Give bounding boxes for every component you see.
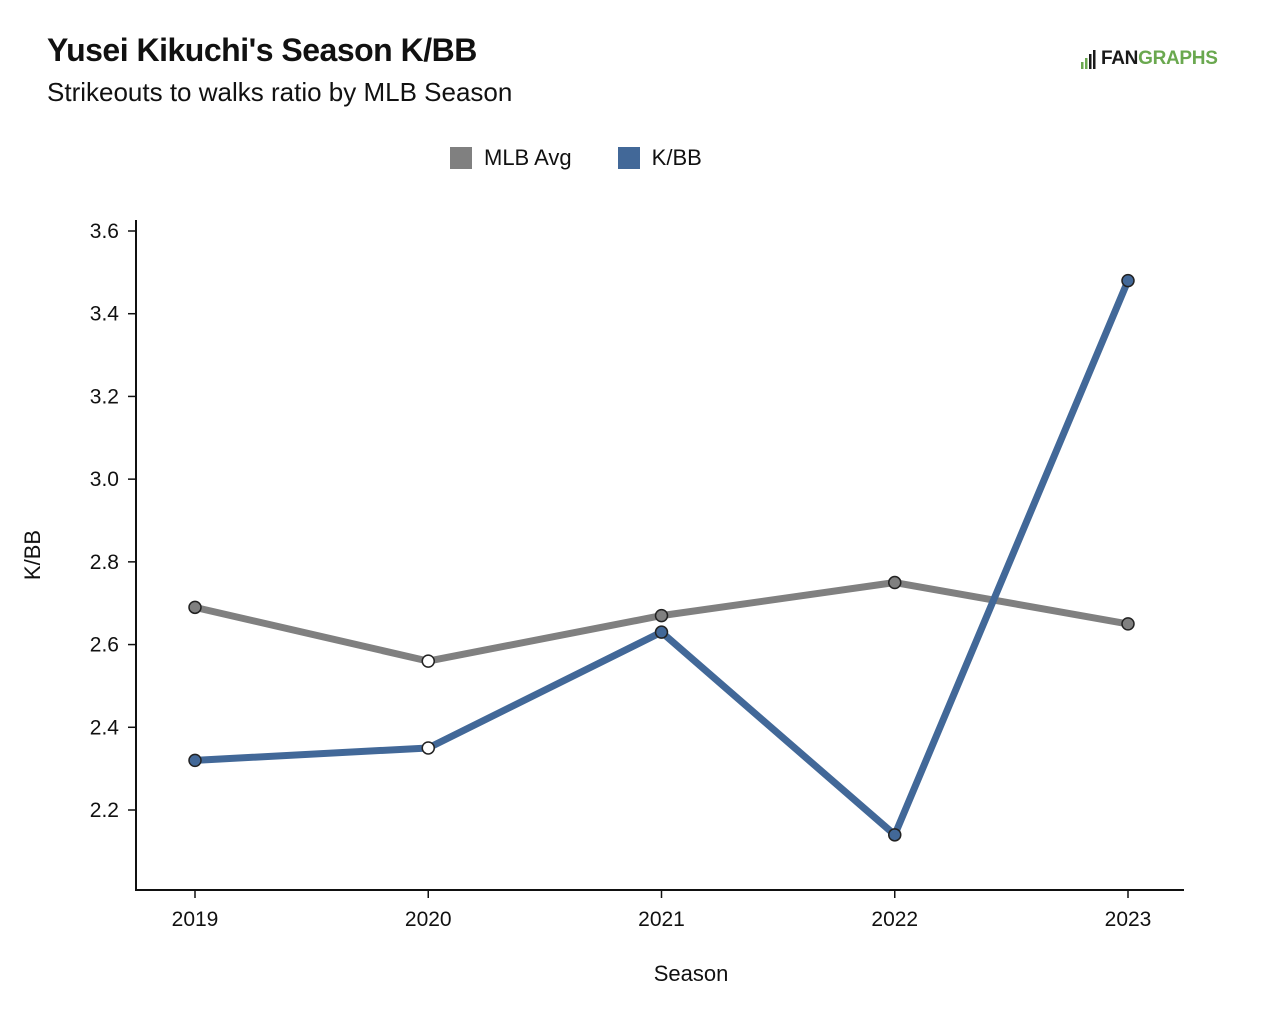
chart-points <box>188 273 1135 842</box>
logo-text-fan: FAN <box>1101 48 1139 69</box>
data-point[interactable] <box>188 753 202 768</box>
y-axis-title: K/BB <box>20 530 45 580</box>
data-point[interactable] <box>421 654 435 668</box>
fangraphs-logo[interactable]: FAN GRAPHS <box>1080 45 1240 73</box>
legend-label-kbb: K/BB <box>651 145 702 170</box>
x-tick-label: 2020 <box>405 908 452 931</box>
legend-swatch-kbb <box>617 147 640 169</box>
series-line-k-bb <box>191 277 1132 839</box>
x-axis-title: Season <box>654 961 729 986</box>
y-tick-label: 3.2 <box>90 385 119 408</box>
data-point[interactable] <box>888 575 902 590</box>
y-tick-label: 2.2 <box>90 799 119 822</box>
fangraphs-player-icon <box>1081 50 1096 69</box>
data-point[interactable] <box>654 625 669 639</box>
chart-subtitle: Strikeouts to walks ratio by MLB Season <box>47 77 513 107</box>
y-tick-label: 2.6 <box>90 634 119 657</box>
y-tick-label: 2.8 <box>90 551 119 574</box>
y-tick-label: 2.4 <box>90 716 120 739</box>
data-point[interactable] <box>188 600 202 615</box>
x-tick-label: 2023 <box>1105 908 1152 931</box>
x-tick-label: 2022 <box>871 908 918 931</box>
chart-series <box>191 277 1132 839</box>
data-point[interactable] <box>1121 617 1135 631</box>
x-tick-label: 2019 <box>172 908 219 931</box>
y-tick-label: 3.4 <box>90 303 120 326</box>
data-point[interactable] <box>654 608 669 623</box>
x-tick-label: 2021 <box>638 908 685 931</box>
y-tick-label: 3.0 <box>90 468 119 491</box>
logo-text-graphs: GRAPHS <box>1138 48 1218 69</box>
legend-item-kbb[interactable]: K/BB <box>617 145 702 171</box>
legend-item-mlb-avg[interactable]: MLB Avg <box>450 145 572 171</box>
legend-swatch-mlb-avg <box>450 147 472 169</box>
data-point[interactable] <box>1121 273 1135 288</box>
chart-axes: 2.2 2.4 2.6 2.8 3.0 3.2 3.4 3.6 2019 2020 2021 2022… <box>90 220 1184 931</box>
legend-label-mlb-avg: MLB Avg <box>484 145 572 170</box>
y-tick-label: 3.6 <box>90 220 119 243</box>
chart-title: Yusei Kikuchi's Season K/BB <box>47 32 477 68</box>
data-point[interactable] <box>421 741 435 755</box>
chart-legend: MLB Avg K/BB <box>450 145 748 171</box>
data-point[interactable] <box>888 828 902 842</box>
